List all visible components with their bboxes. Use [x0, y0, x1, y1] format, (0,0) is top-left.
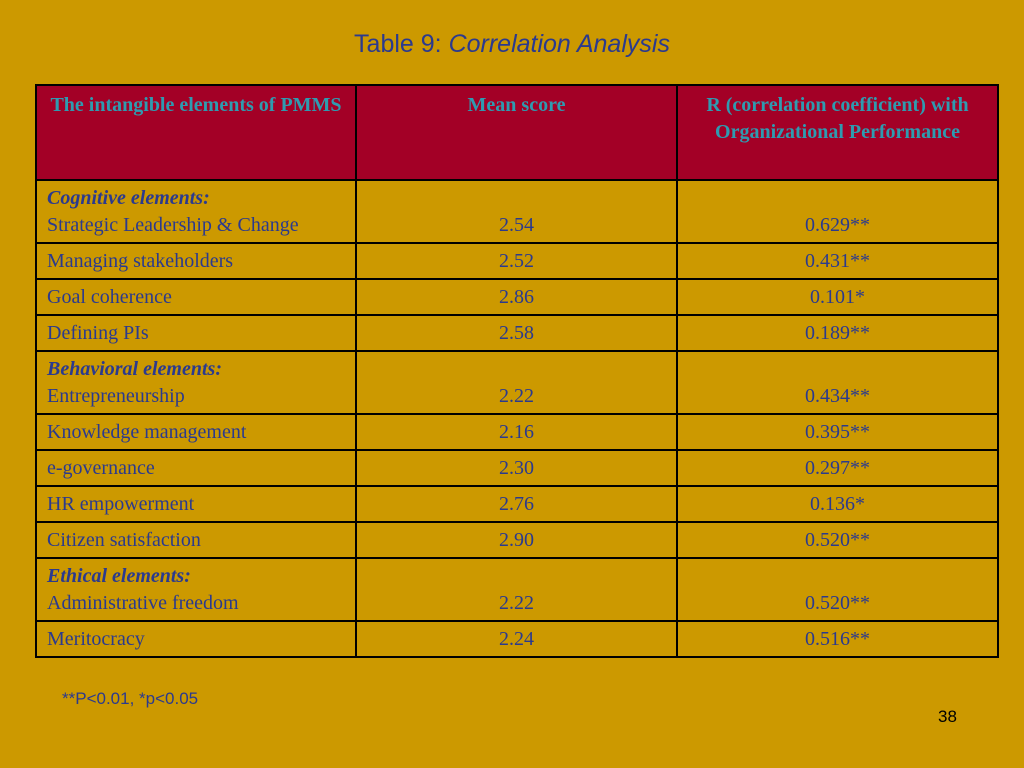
- correlation-table: The intangible elements of PMMS Mean sco…: [35, 84, 999, 658]
- element-name: Goal coherence: [47, 286, 172, 308]
- mean-score-cell: 2.22: [355, 350, 678, 415]
- table-row: Cognitive elements: Strategic Leadership …: [35, 179, 999, 244]
- mean-score-cell: 2.30: [355, 449, 678, 487]
- table-row: Goal coherence 2.86 0.101*: [35, 278, 999, 316]
- mean-score-cell: 2.16: [355, 413, 678, 451]
- group-label: Cognitive elements:: [47, 187, 210, 209]
- mean-score-cell: 2.24: [355, 620, 678, 658]
- table-header-row: The intangible elements of PMMS Mean sco…: [35, 84, 999, 181]
- mean-score-cell: 2.52: [355, 242, 678, 280]
- element-cell: Ethical elements: Administrative freedom: [35, 557, 357, 622]
- correlation-cell: 0.520**: [676, 557, 999, 622]
- significance-footnote: **P<0.01, *p<0.05: [62, 689, 199, 708]
- element-cell: Defining PIs: [35, 314, 357, 352]
- correlation-cell: 0.434**: [676, 350, 999, 415]
- page-number: 38: [938, 707, 957, 726]
- table-row: Knowledge management 2.16 0.395**: [35, 413, 999, 451]
- table-row: Meritocracy 2.24 0.516**: [35, 620, 999, 658]
- correlation-cell: 0.431**: [676, 242, 999, 280]
- element-cell: e-governance: [35, 449, 357, 487]
- element-name: Administrative freedom: [47, 592, 239, 614]
- element-cell: Behavioral elements: Entrepreneurship: [35, 350, 357, 415]
- table-row: e-governance 2.30 0.297**: [35, 449, 999, 487]
- element-name: Defining PIs: [47, 322, 149, 344]
- correlation-cell: 0.516**: [676, 620, 999, 658]
- element-cell: Knowledge management: [35, 413, 357, 451]
- element-cell: Citizen satisfaction: [35, 521, 357, 559]
- mean-score-cell: 2.86: [355, 278, 678, 316]
- element-name: HR empowerment: [47, 493, 195, 515]
- mean-score-cell: 2.76: [355, 485, 678, 523]
- mean-score-cell: 2.90: [355, 521, 678, 559]
- element-name: Meritocracy: [47, 628, 145, 650]
- slide-title: Table 9: Correlation Analysis: [0, 30, 1024, 59]
- title-prefix: Table 9:: [354, 30, 442, 58]
- header-correlation: R (correlation coefficient) with Organiz…: [676, 84, 999, 181]
- correlation-cell: 0.297**: [676, 449, 999, 487]
- element-name: e-governance: [47, 457, 155, 479]
- correlation-cell: 0.189**: [676, 314, 999, 352]
- element-cell: Managing stakeholders: [35, 242, 357, 280]
- element-name: Citizen satisfaction: [47, 529, 201, 551]
- group-label: Ethical elements:: [47, 565, 191, 587]
- header-mean-score: Mean score: [355, 84, 678, 181]
- element-name: Strategic Leadership & Change: [47, 214, 299, 236]
- header-elements: The intangible elements of PMMS: [35, 84, 357, 181]
- correlation-cell: 0.136*: [676, 485, 999, 523]
- title-text: Correlation Analysis: [448, 30, 670, 58]
- table-row: Ethical elements: Administrative freedom 2…: [35, 557, 999, 622]
- table-row: Defining PIs 2.58 0.189**: [35, 314, 999, 352]
- element-cell: HR empowerment: [35, 485, 357, 523]
- correlation-cell: 0.520**: [676, 521, 999, 559]
- table-row: Behavioral elements: Entrepreneurship 2.22…: [35, 350, 999, 415]
- table-row: HR empowerment 2.76 0.136*: [35, 485, 999, 523]
- mean-score-cell: 2.58: [355, 314, 678, 352]
- correlation-cell: 0.101*: [676, 278, 999, 316]
- element-name: Managing stakeholders: [47, 250, 234, 272]
- correlation-cell: 0.629**: [676, 179, 999, 244]
- element-cell: Goal coherence: [35, 278, 357, 316]
- correlation-cell: 0.395**: [676, 413, 999, 451]
- element-name: Entrepreneurship: [47, 385, 185, 407]
- mean-score-cell: 2.54: [355, 179, 678, 244]
- element-cell: Meritocracy: [35, 620, 357, 658]
- mean-score-cell: 2.22: [355, 557, 678, 622]
- element-cell: Cognitive elements: Strategic Leadership …: [35, 179, 357, 244]
- table-row: Managing stakeholders 2.52 0.431**: [35, 242, 999, 280]
- table-row: Citizen satisfaction 2.90 0.520**: [35, 521, 999, 559]
- group-label: Behavioral elements:: [47, 358, 222, 380]
- element-name: Knowledge management: [47, 421, 247, 443]
